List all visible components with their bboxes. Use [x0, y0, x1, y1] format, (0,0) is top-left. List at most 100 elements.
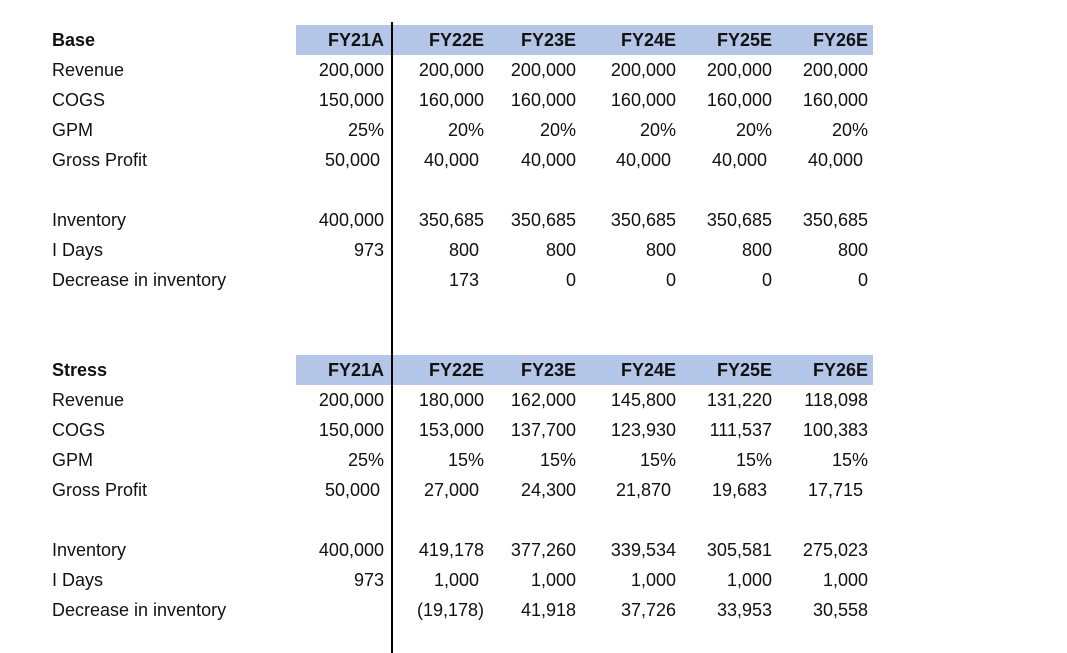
cell[interactable]: 33,953: [716, 600, 772, 620]
cell[interactable]: 15%: [447, 450, 484, 470]
cell[interactable]: [296, 265, 384, 295]
cell[interactable]: 20%: [539, 120, 576, 140]
cell[interactable]: 123,930: [610, 420, 676, 440]
cell[interactable]: 200,000: [510, 60, 576, 80]
cell[interactable]: 0: [761, 270, 772, 290]
cell[interactable]: 131,220: [706, 390, 772, 410]
cell[interactable]: 160,000: [610, 90, 676, 110]
cell[interactable]: 339,534: [610, 540, 676, 560]
col-header[interactable]: FY21A: [327, 360, 384, 380]
cell[interactable]: 0: [565, 270, 576, 290]
cell[interactable]: 160,000: [706, 90, 772, 110]
cell[interactable]: 15%: [639, 450, 676, 470]
col-header[interactable]: FY23E: [520, 360, 576, 380]
cell[interactable]: 160,000: [802, 90, 868, 110]
cell[interactable]: 150,000: [318, 90, 384, 110]
row-label: GPM: [52, 120, 94, 140]
cell[interactable]: 15%: [735, 450, 772, 470]
cell[interactable]: 1,000: [630, 570, 676, 590]
cell[interactable]: 15%: [539, 450, 576, 470]
cell[interactable]: 50,000: [324, 150, 380, 170]
cell[interactable]: 800: [837, 240, 868, 260]
cell[interactable]: 0: [857, 270, 868, 290]
cell[interactable]: 800: [448, 240, 479, 260]
cell[interactable]: 400,000: [318, 210, 384, 230]
cell[interactable]: 200,000: [318, 390, 384, 410]
cell[interactable]: (19,178): [416, 600, 484, 620]
cell[interactable]: 160,000: [418, 90, 484, 110]
cell[interactable]: 153,000: [418, 420, 484, 440]
cell[interactable]: 1,000: [822, 570, 868, 590]
cell[interactable]: 800: [545, 240, 576, 260]
cell[interactable]: 800: [645, 240, 676, 260]
col-header[interactable]: FY22E: [428, 360, 484, 380]
cell[interactable]: 350,685: [418, 210, 484, 230]
cell[interactable]: 24,300: [520, 480, 576, 500]
cell[interactable]: 20%: [639, 120, 676, 140]
cell[interactable]: 1,000: [433, 570, 479, 590]
cell[interactable]: 40,000: [807, 150, 863, 170]
cell[interactable]: 377,260: [510, 540, 576, 560]
cell[interactable]: 37,726: [620, 600, 676, 620]
cell[interactable]: 30,558: [812, 600, 868, 620]
cell[interactable]: 118,098: [804, 390, 868, 410]
cell[interactable]: 21,870: [615, 480, 671, 500]
cell[interactable]: 17,715: [807, 480, 863, 500]
cell[interactable]: 0: [665, 270, 676, 290]
col-header[interactable]: FY23E: [520, 30, 576, 50]
cell[interactable]: 350,685: [610, 210, 676, 230]
cell[interactable]: 20%: [447, 120, 484, 140]
col-header[interactable]: FY24E: [620, 30, 676, 50]
cell[interactable]: 419,178: [418, 540, 484, 560]
cell[interactable]: 100,383: [802, 420, 868, 440]
cell[interactable]: 111,537: [709, 420, 772, 440]
cell[interactable]: 305,581: [706, 540, 772, 560]
row-label: Revenue: [52, 390, 125, 410]
cell[interactable]: 160,000: [510, 90, 576, 110]
cell[interactable]: 275,023: [802, 540, 868, 560]
cell[interactable]: 27,000: [423, 480, 479, 500]
cell[interactable]: 800: [741, 240, 772, 260]
cell[interactable]: 200,000: [318, 60, 384, 80]
cell[interactable]: 40,000: [423, 150, 479, 170]
col-header[interactable]: FY24E: [620, 360, 676, 380]
col-header[interactable]: FY25E: [716, 360, 772, 380]
cell[interactable]: 20%: [831, 120, 868, 140]
stress-title: Stress: [52, 360, 108, 380]
cell[interactable]: 40,000: [615, 150, 671, 170]
cell[interactable]: 350,685: [706, 210, 772, 230]
cell[interactable]: 400,000: [318, 540, 384, 560]
col-header[interactable]: FY26E: [812, 30, 868, 50]
cell[interactable]: 25%: [347, 120, 384, 140]
cell[interactable]: 25%: [347, 450, 384, 470]
col-header[interactable]: FY22E: [428, 30, 484, 50]
cell[interactable]: 173: [448, 270, 479, 290]
cell[interactable]: 40,000: [711, 150, 767, 170]
cell[interactable]: 40,000: [520, 150, 576, 170]
cell[interactable]: 973: [353, 570, 384, 590]
cell[interactable]: 150,000: [318, 420, 384, 440]
cell[interactable]: 137,700: [510, 420, 576, 440]
cell[interactable]: 350,685: [802, 210, 868, 230]
cell[interactable]: 1,000: [530, 570, 576, 590]
cell[interactable]: 200,000: [610, 60, 676, 80]
cell[interactable]: 973: [353, 240, 384, 260]
cell[interactable]: 20%: [735, 120, 772, 140]
cell[interactable]: 200,000: [802, 60, 868, 80]
col-header[interactable]: FY26E: [812, 360, 868, 380]
cell[interactable]: [296, 595, 384, 625]
cell[interactable]: 50,000: [324, 480, 380, 500]
cell[interactable]: 162,000: [510, 390, 576, 410]
row-label: GPM: [52, 450, 94, 470]
col-header[interactable]: FY21A: [327, 30, 384, 50]
cell[interactable]: 145,800: [610, 390, 676, 410]
cell[interactable]: 41,918: [520, 600, 576, 620]
cell[interactable]: 1,000: [726, 570, 772, 590]
cell[interactable]: 350,685: [510, 210, 576, 230]
col-header[interactable]: FY25E: [716, 30, 772, 50]
cell[interactable]: 200,000: [706, 60, 772, 80]
cell[interactable]: 180,000: [418, 390, 484, 410]
cell[interactable]: 15%: [831, 450, 868, 470]
cell[interactable]: 19,683: [711, 480, 767, 500]
cell[interactable]: 200,000: [418, 60, 484, 80]
